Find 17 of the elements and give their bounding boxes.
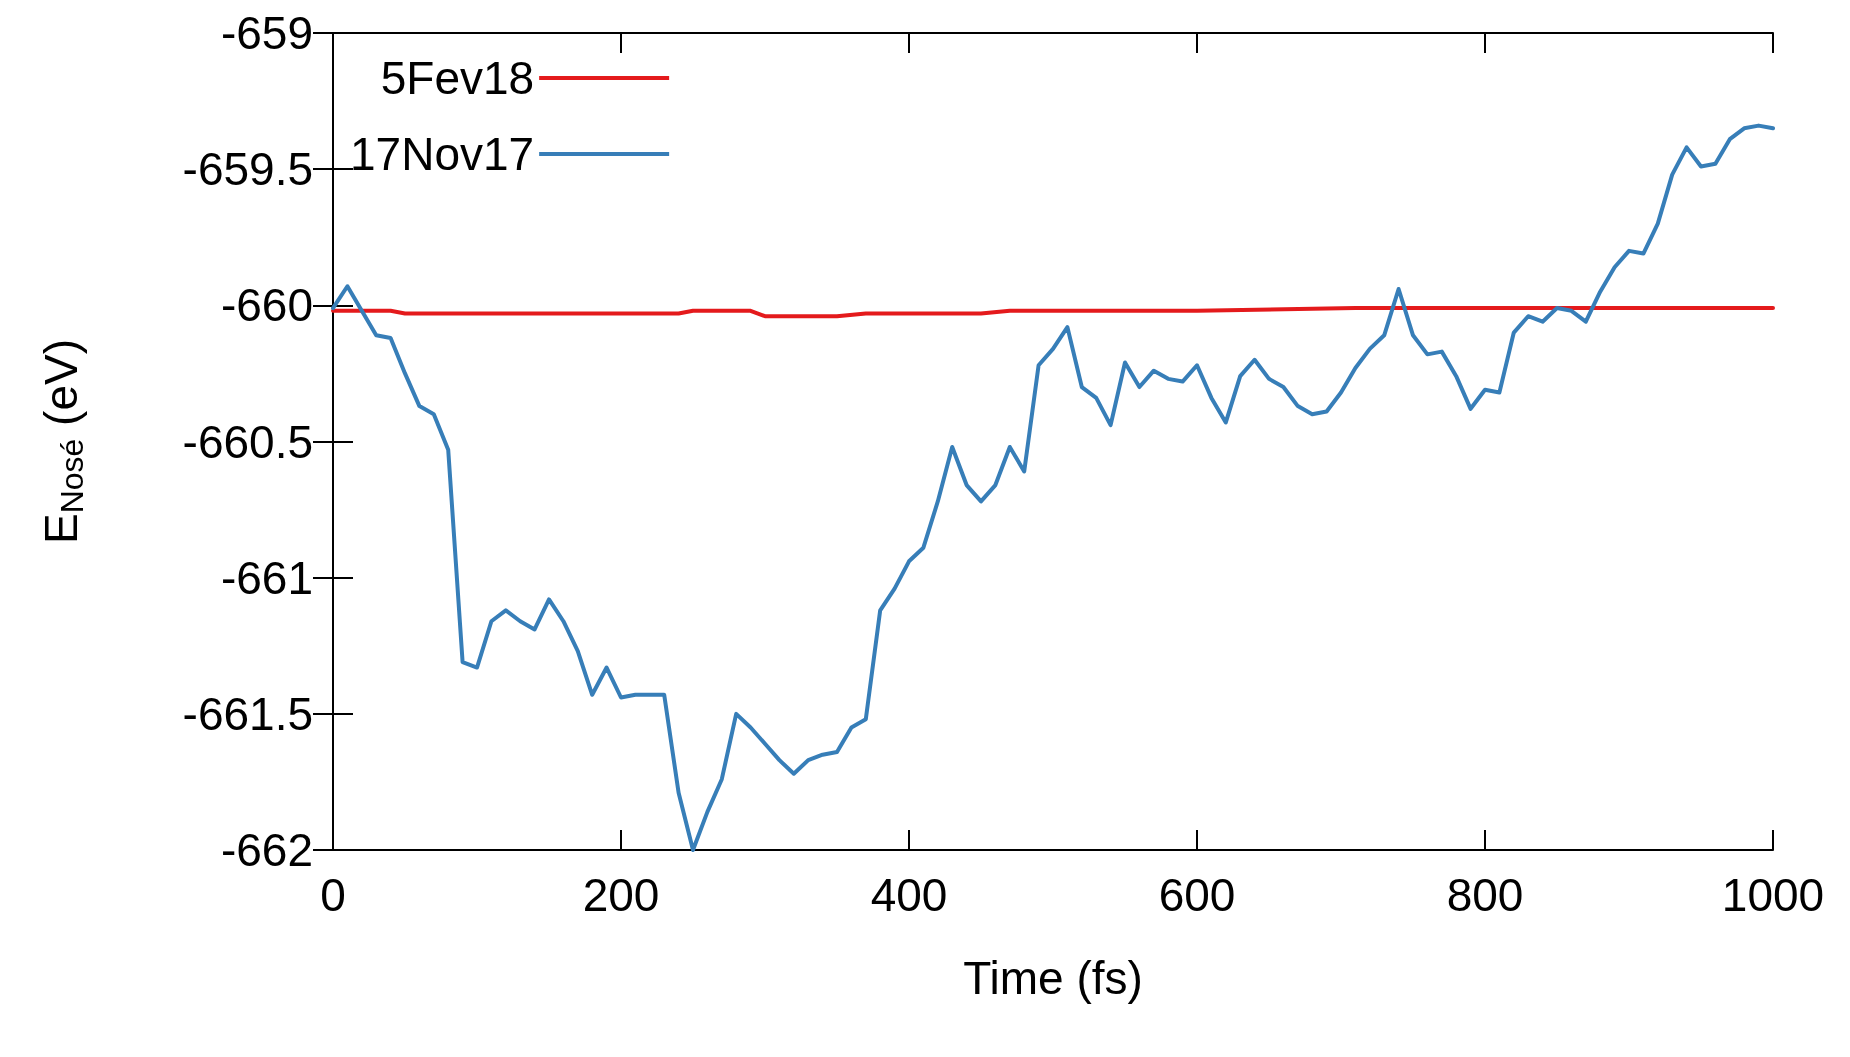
y-tick-label: -661 xyxy=(220,551,313,604)
x-tick-label: 0 xyxy=(320,869,346,921)
y-tick-label: -662 xyxy=(220,824,313,876)
x-tick-label: 400 xyxy=(870,869,948,921)
y-tick-label: -659.5 xyxy=(182,143,313,196)
x-tick-label: 600 xyxy=(1158,869,1236,921)
x-tick-label: 800 xyxy=(1446,869,1524,921)
legend-label: 17Nov17 xyxy=(349,128,535,180)
x-axis-title: Time (fs) xyxy=(963,952,1143,1004)
x-tick-label: 1000 xyxy=(1721,869,1825,921)
y-tick-label: -661.5 xyxy=(182,687,313,740)
y-tick-label: -659 xyxy=(220,7,313,59)
y-tick-label: -660.5 xyxy=(182,415,313,468)
legend-label: 5Fev18 xyxy=(380,52,535,104)
x-tick-label: 200 xyxy=(582,869,660,921)
y-axis-title: ENosé (eV) xyxy=(35,338,90,545)
y-tick-label: -660 xyxy=(220,279,313,332)
